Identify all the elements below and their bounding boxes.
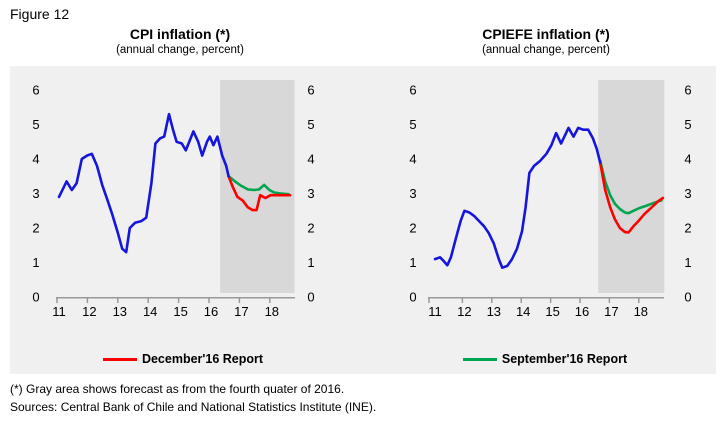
y-axis-label-right: 1 bbox=[307, 255, 314, 270]
x-axis-label: 11 bbox=[52, 304, 66, 319]
forecast-band bbox=[598, 80, 665, 293]
y-axis-label-right: 2 bbox=[684, 221, 691, 236]
series-line-december-16-report bbox=[227, 175, 292, 212]
y-axis-label-left: 5 bbox=[32, 117, 39, 132]
y-axis-label-left: 4 bbox=[32, 152, 39, 167]
y-axis-label-right: 6 bbox=[684, 83, 691, 98]
footnote-forecast: (*) Gray area shows forecast as from the… bbox=[10, 382, 345, 396]
x-axis-label: 12 bbox=[82, 304, 96, 319]
y-axis-label-left: 2 bbox=[32, 221, 39, 236]
y-axis-label-right: 0 bbox=[684, 290, 691, 305]
cpiefe-title-block: CPIEFE inflation (*) (annual change, per… bbox=[376, 26, 716, 57]
cpiefe-chart-svg: 0 01 12 23 34 45 56 611 12 13 14 15 16 17 18 bbox=[409, 80, 692, 319]
series-line-september-16-report bbox=[598, 159, 663, 215]
x-axis-label: 16 bbox=[575, 304, 589, 319]
x-axis-label: 11 bbox=[428, 304, 442, 319]
cpi-legend: December'16 Report bbox=[10, 352, 356, 366]
x-axis-label: 18 bbox=[265, 304, 279, 319]
x-axis-label: 18 bbox=[634, 304, 648, 319]
series-line-cpiefe-inflation-actual bbox=[433, 126, 602, 269]
x-axis-label: 14 bbox=[516, 304, 530, 319]
y-axis-label-right: 1 bbox=[684, 255, 691, 270]
y-axis-label-left: 6 bbox=[409, 83, 416, 98]
y-axis-label-left: 0 bbox=[409, 290, 416, 305]
x-axis-label: 13 bbox=[487, 304, 501, 319]
y-axis-label-left: 2 bbox=[409, 221, 416, 236]
december-report-legend-label: December'16 Report bbox=[141, 352, 264, 366]
cpiefe-chart-subtitle: (annual change, percent) bbox=[482, 44, 610, 56]
y-axis-label-right: 3 bbox=[684, 186, 691, 201]
y-axis-label-right: 4 bbox=[307, 152, 314, 167]
cpiefe-legend: September'16 Report bbox=[372, 352, 718, 366]
x-axis-label: 13 bbox=[113, 304, 127, 319]
figure-label: Figure 12 bbox=[10, 6, 70, 22]
september-report-legend-line-icon bbox=[462, 357, 497, 361]
x-axis-label: 17 bbox=[234, 304, 248, 319]
y-axis-label-left: 5 bbox=[409, 117, 416, 132]
y-axis-label-right: 2 bbox=[307, 221, 314, 236]
y-axis-label-right: 3 bbox=[307, 186, 314, 201]
y-axis-label-left: 0 bbox=[32, 290, 39, 305]
y-axis-label-left: 1 bbox=[409, 255, 416, 270]
cpi-chart-subtitle: (annual change, percent) bbox=[116, 44, 244, 56]
cpi-chart-svg: 0 01 12 23 34 45 56 611 12 13 14 15 16 17 18 bbox=[32, 80, 315, 319]
y-axis-label-left: 3 bbox=[32, 186, 39, 201]
cpi-title-block: CPI inflation (*) (annual change, percen… bbox=[10, 26, 350, 57]
x-axis-label: 14 bbox=[143, 304, 157, 319]
y-axis-label-right: 5 bbox=[307, 117, 314, 132]
y-axis-label-left: 6 bbox=[32, 83, 39, 98]
y-axis-label-left: 4 bbox=[409, 152, 416, 167]
september-report-legend-label: September'16 Report bbox=[501, 352, 628, 366]
y-axis-label-left: 1 bbox=[32, 255, 39, 270]
x-axis-label: 16 bbox=[204, 304, 218, 319]
december-report-legend-line-icon bbox=[102, 357, 137, 361]
cpiefe-chart-title: CPIEFE inflation (*) bbox=[482, 26, 610, 42]
series-line-december-16-report bbox=[598, 161, 665, 234]
y-axis-label-right: 4 bbox=[684, 152, 691, 167]
y-axis-label-right: 6 bbox=[307, 83, 314, 98]
x-axis-label: 12 bbox=[457, 304, 471, 319]
cpi-chart-title: CPI inflation (*) bbox=[129, 26, 231, 42]
x-axis-label: 15 bbox=[173, 304, 187, 319]
series-line-cpi-inflation-actual bbox=[57, 112, 230, 254]
series-line-september-16-report bbox=[227, 175, 290, 196]
y-axis-label-right: 0 bbox=[307, 290, 314, 305]
y-axis-label-right: 5 bbox=[684, 117, 691, 132]
x-axis-label: 15 bbox=[545, 304, 559, 319]
footnote-sources: Sources: Central Bank of Chile and Natio… bbox=[10, 400, 377, 414]
y-axis-label-left: 3 bbox=[409, 186, 416, 201]
x-axis-label: 17 bbox=[604, 304, 618, 319]
